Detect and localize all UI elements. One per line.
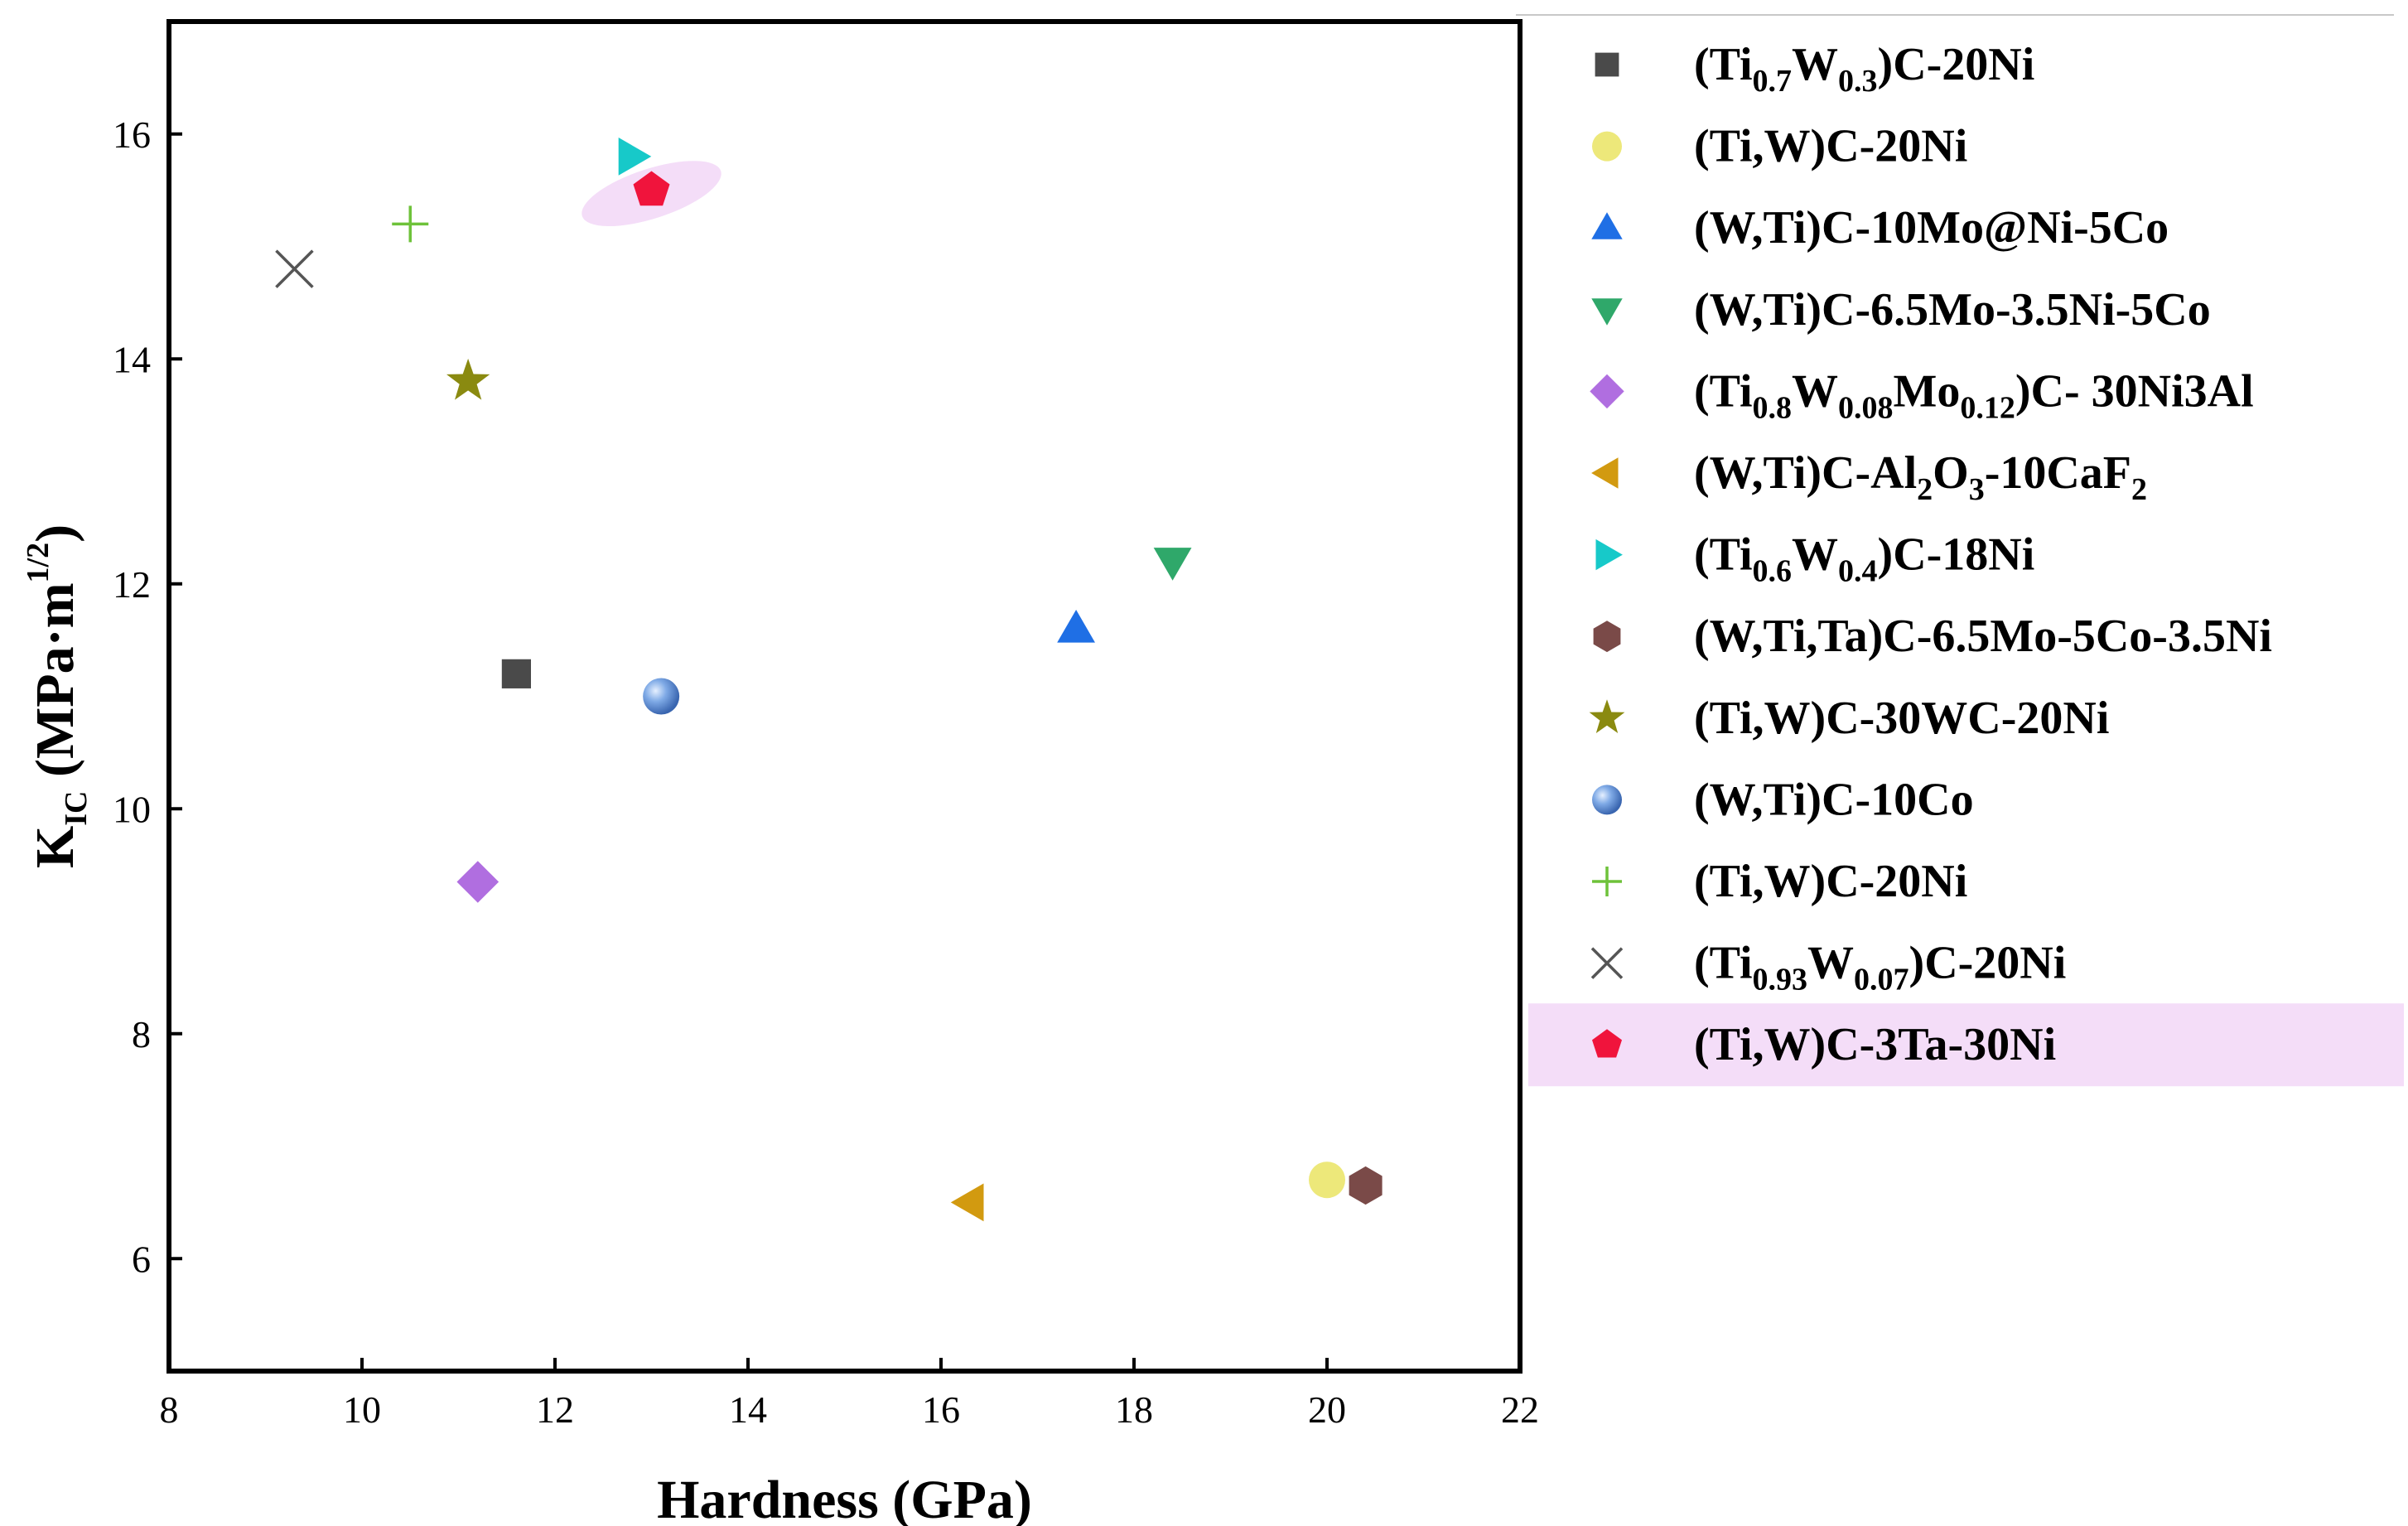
legend-label: (W,Ti)C-6.5Mo-3.5Ni-5Co bbox=[1694, 284, 2211, 336]
legend-marker bbox=[1595, 538, 1623, 571]
legend-highlight bbox=[1528, 1003, 2404, 1087]
x-tick-label: 10 bbox=[343, 1388, 381, 1431]
data-point bbox=[446, 358, 490, 400]
legend-label: (W,Ti)C-10Co bbox=[1694, 774, 1974, 825]
data-point bbox=[275, 249, 314, 288]
legend-marker bbox=[1592, 785, 1622, 815]
legend-marker bbox=[1590, 947, 1624, 979]
legend-marker bbox=[1595, 52, 1619, 77]
legend-marker bbox=[1592, 867, 1622, 896]
data-point bbox=[1309, 1161, 1345, 1199]
x-axis-title: Hardness (GPa) bbox=[657, 1470, 1032, 1526]
data-point bbox=[456, 861, 499, 903]
y-tick-label: 14 bbox=[113, 338, 151, 380]
y-axis-title: KIC (MPa·m1/2) bbox=[21, 524, 94, 868]
legend-marker bbox=[1592, 131, 1622, 162]
data-point bbox=[618, 138, 652, 176]
data-point bbox=[1349, 1166, 1383, 1205]
plot-frame bbox=[166, 19, 1522, 1374]
y-tick-label: 6 bbox=[132, 1238, 151, 1280]
legend-marker bbox=[1591, 457, 1619, 489]
y-tick-label: 10 bbox=[113, 788, 151, 830]
legend-marker bbox=[1593, 621, 1621, 653]
legend-label: (W,Ti)C-10Mo@Ni-5Co bbox=[1694, 202, 2169, 254]
legend-label: (Ti0.6W0.4)C-18Ni bbox=[1694, 529, 2034, 589]
y-tick-label: 12 bbox=[113, 563, 151, 606]
legend-label: (W,Ti,Ta)C-6.5Mo-5Co-3.5Ni bbox=[1694, 611, 2272, 662]
legend-label: (Ti,W)C-20Ni bbox=[1694, 121, 1967, 172]
legend-label: (Ti,W)C-3Ta-30Ni bbox=[1694, 1019, 2056, 1070]
legend-label: (W,Ti)C-Al2O3-10CaF2 bbox=[1694, 447, 2147, 507]
legend-marker bbox=[1591, 212, 1623, 239]
data-point bbox=[501, 659, 531, 688]
legend-label: (Ti0.7W0.3)C-20Ni bbox=[1694, 39, 2034, 99]
legend-label: (Ti,W)C-30WC-20Ni bbox=[1694, 693, 2109, 744]
data-point bbox=[950, 1183, 984, 1222]
legend-marker bbox=[1591, 298, 1623, 326]
y-tick-label: 16 bbox=[113, 113, 151, 156]
legend-label: (Ti0.93W0.07)C-20Ni bbox=[1694, 938, 2066, 997]
legend-label: (Ti,W)C-20Ni bbox=[1694, 856, 1967, 907]
x-tick-label: 12 bbox=[536, 1388, 574, 1431]
data-point bbox=[392, 205, 429, 243]
x-tick-label: 14 bbox=[729, 1388, 767, 1431]
legend-label: (Ti0.8W0.08Mo0.12)C- 30Ni3Al bbox=[1694, 365, 2254, 425]
x-tick-label: 16 bbox=[922, 1388, 960, 1431]
data-point bbox=[633, 171, 670, 206]
data-point bbox=[1057, 610, 1095, 643]
x-tick-label: 20 bbox=[1308, 1388, 1346, 1431]
data-point bbox=[643, 678, 680, 715]
x-tick-label: 22 bbox=[1501, 1388, 1539, 1431]
x-tick-label: 8 bbox=[160, 1388, 179, 1431]
legend-marker bbox=[1592, 1029, 1622, 1058]
legend-marker bbox=[1589, 699, 1625, 733]
x-tick-label: 18 bbox=[1115, 1388, 1153, 1431]
data-point bbox=[1153, 548, 1192, 581]
y-tick-label: 8 bbox=[132, 1013, 151, 1055]
legend-marker bbox=[1590, 374, 1624, 409]
